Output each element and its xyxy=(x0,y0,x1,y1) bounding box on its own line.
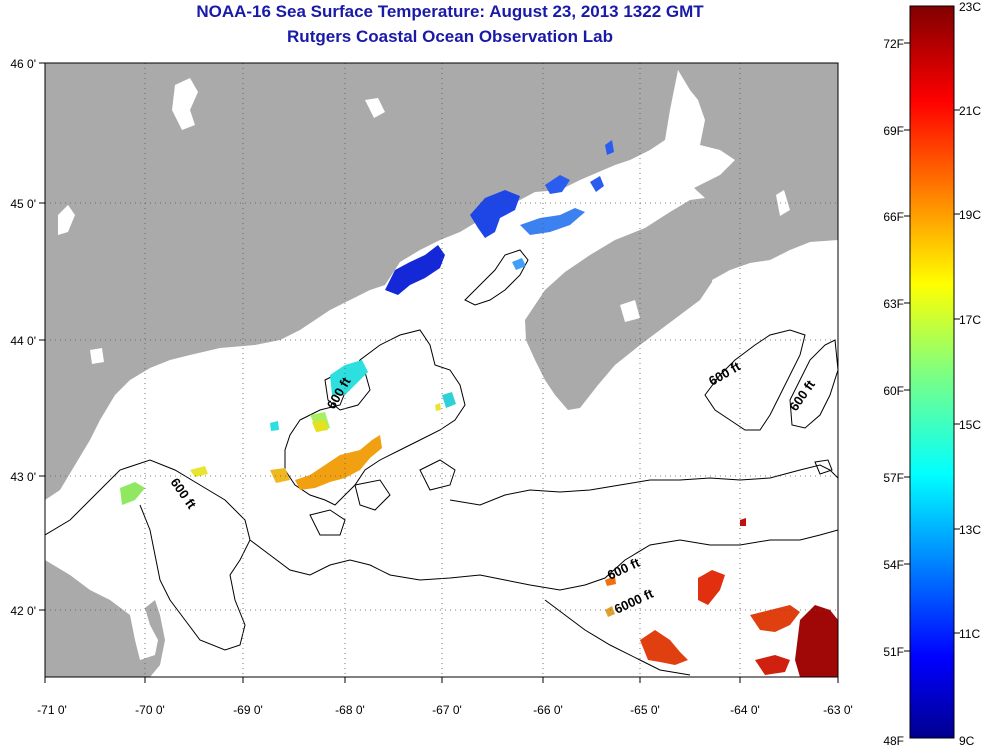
lat-label: 42 0' xyxy=(10,604,36,618)
lake xyxy=(90,348,104,364)
fahrenheit-label: 72F xyxy=(883,37,904,51)
land-nova-scotia xyxy=(525,198,715,410)
celsius-label: 21C xyxy=(959,104,981,118)
depth-contours xyxy=(45,249,838,676)
lon-label: -68 0' xyxy=(335,703,365,717)
celsius-label: 23C xyxy=(959,0,981,14)
fahrenheit-label: 66F xyxy=(883,210,904,224)
lon-label: -66 0' xyxy=(533,703,563,717)
lake xyxy=(365,98,385,118)
lake xyxy=(172,78,198,130)
land-cape-cod xyxy=(45,560,165,677)
celsius-label: 13C xyxy=(959,523,981,537)
fahrenheit-label: 63F xyxy=(883,297,904,311)
celsius-label: 11C xyxy=(959,627,980,641)
lake xyxy=(776,190,790,216)
graticule xyxy=(45,63,838,677)
celsius-label: 17C xyxy=(959,313,981,327)
fahrenheit-label: 60F xyxy=(883,384,904,398)
lon-label: -70 0' xyxy=(135,703,165,717)
celsius-label: 9C xyxy=(959,734,975,748)
fahrenheit-label: 57F xyxy=(883,471,904,485)
lat-label: 44 0' xyxy=(10,334,36,348)
lake xyxy=(620,300,640,322)
lon-label: -67 0' xyxy=(432,703,462,717)
lake xyxy=(58,205,75,235)
fahrenheit-label: 51F xyxy=(883,645,904,659)
lon-label: -65 0' xyxy=(630,703,660,717)
colorbar-fahrenheit-labels: 72F 69F 66F 63F 60F 57F 54F 51F 48F xyxy=(883,37,904,748)
land-mainland xyxy=(45,63,838,500)
lon-label: -69 0' xyxy=(233,703,263,717)
map-title: NOAA-16 Sea Surface Temperature: August … xyxy=(196,2,704,21)
lat-label: 45 0' xyxy=(10,197,36,211)
longitude-labels: -71 0' -70 0' -69 0' -68 0' -67 0' -66 0… xyxy=(37,703,853,717)
lat-label: 43 0' xyxy=(10,470,36,484)
bay-of-fundy xyxy=(495,145,735,290)
colorbar xyxy=(909,5,955,739)
lat-label: 46 0' xyxy=(10,57,36,71)
lon-label: -63 0' xyxy=(823,703,853,717)
fahrenheit-label: 69F xyxy=(883,124,904,138)
axis-ticks xyxy=(39,62,839,683)
celsius-label: 15C xyxy=(959,418,981,432)
map-subtitle: Rutgers Coastal Ocean Observation Lab xyxy=(287,27,613,46)
lon-label: -64 0' xyxy=(730,703,760,717)
lon-label: -71 0' xyxy=(37,703,67,717)
fahrenheit-label: 48F xyxy=(883,734,904,748)
celsius-label: 19C xyxy=(959,208,981,222)
sst-patches xyxy=(120,140,838,677)
colorbar-ticks xyxy=(904,42,960,652)
colorbar-celsius-labels: 23C 21C 19C 17C 15C 13C 11C 9C xyxy=(959,0,981,748)
fahrenheit-label: 54F xyxy=(883,558,904,572)
latitude-labels: 46 0' 45 0' 44 0' 43 0' 42 0' xyxy=(10,57,36,618)
